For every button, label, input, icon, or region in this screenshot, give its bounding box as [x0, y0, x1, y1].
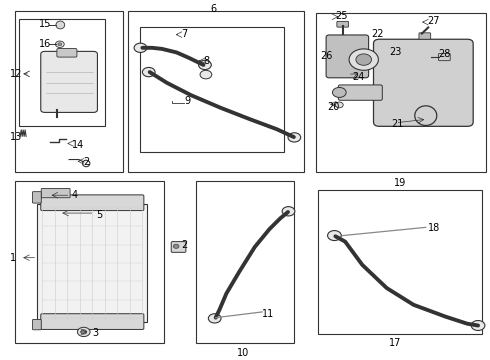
Circle shape	[77, 327, 90, 337]
Text: 15: 15	[39, 19, 51, 29]
Text: 20: 20	[327, 102, 340, 112]
Circle shape	[55, 41, 64, 48]
Circle shape	[335, 102, 343, 108]
FancyBboxPatch shape	[338, 85, 382, 100]
FancyBboxPatch shape	[32, 319, 41, 330]
FancyBboxPatch shape	[439, 54, 450, 60]
FancyBboxPatch shape	[41, 188, 70, 198]
Text: 19: 19	[394, 178, 407, 188]
Text: 4: 4	[72, 190, 78, 200]
Bar	[128, 12, 304, 172]
Circle shape	[356, 54, 371, 65]
Circle shape	[81, 330, 87, 334]
Circle shape	[208, 314, 221, 323]
Text: 14: 14	[72, 140, 84, 150]
Circle shape	[328, 230, 341, 240]
Text: 16: 16	[39, 39, 51, 49]
Text: 6: 6	[210, 4, 216, 14]
Circle shape	[288, 133, 301, 142]
Circle shape	[134, 43, 147, 53]
Text: 5: 5	[96, 210, 102, 220]
Bar	[19, 19, 105, 126]
Text: 2: 2	[83, 157, 89, 167]
Text: 7: 7	[181, 29, 188, 39]
Text: 2: 2	[181, 240, 188, 250]
Text: 8: 8	[203, 57, 210, 66]
FancyBboxPatch shape	[337, 21, 348, 27]
FancyBboxPatch shape	[41, 51, 98, 112]
Circle shape	[173, 244, 179, 248]
Text: 17: 17	[389, 338, 402, 348]
FancyBboxPatch shape	[57, 49, 77, 57]
Circle shape	[471, 320, 485, 330]
Text: 10: 10	[238, 348, 250, 358]
Bar	[37, 204, 147, 322]
Ellipse shape	[56, 21, 65, 29]
Text: 9: 9	[184, 96, 190, 105]
FancyBboxPatch shape	[32, 192, 41, 203]
Text: 11: 11	[262, 309, 274, 319]
Text: 27: 27	[427, 17, 439, 26]
Bar	[316, 13, 486, 172]
FancyBboxPatch shape	[41, 195, 144, 211]
Circle shape	[143, 67, 155, 77]
Text: 21: 21	[392, 119, 404, 129]
Bar	[15, 12, 123, 172]
Text: 13: 13	[9, 132, 22, 142]
Text: 1: 1	[9, 253, 16, 263]
Text: 26: 26	[321, 51, 333, 61]
Circle shape	[349, 49, 378, 70]
Text: 24: 24	[352, 72, 365, 82]
FancyBboxPatch shape	[326, 35, 368, 78]
Bar	[196, 181, 294, 343]
Circle shape	[58, 43, 62, 46]
FancyBboxPatch shape	[373, 39, 473, 126]
Bar	[140, 27, 284, 152]
Circle shape	[200, 70, 212, 79]
Bar	[318, 190, 482, 334]
FancyBboxPatch shape	[171, 242, 186, 252]
Text: 23: 23	[389, 48, 401, 58]
Bar	[15, 181, 164, 343]
FancyBboxPatch shape	[41, 314, 144, 329]
Text: 22: 22	[371, 29, 384, 39]
Text: 25: 25	[335, 11, 348, 21]
Circle shape	[332, 87, 346, 98]
Circle shape	[198, 60, 211, 69]
FancyBboxPatch shape	[419, 33, 431, 39]
Circle shape	[282, 207, 295, 216]
Text: 12: 12	[9, 69, 22, 79]
Text: 28: 28	[439, 49, 451, 59]
Text: 3: 3	[93, 328, 98, 338]
Text: 18: 18	[428, 224, 440, 233]
